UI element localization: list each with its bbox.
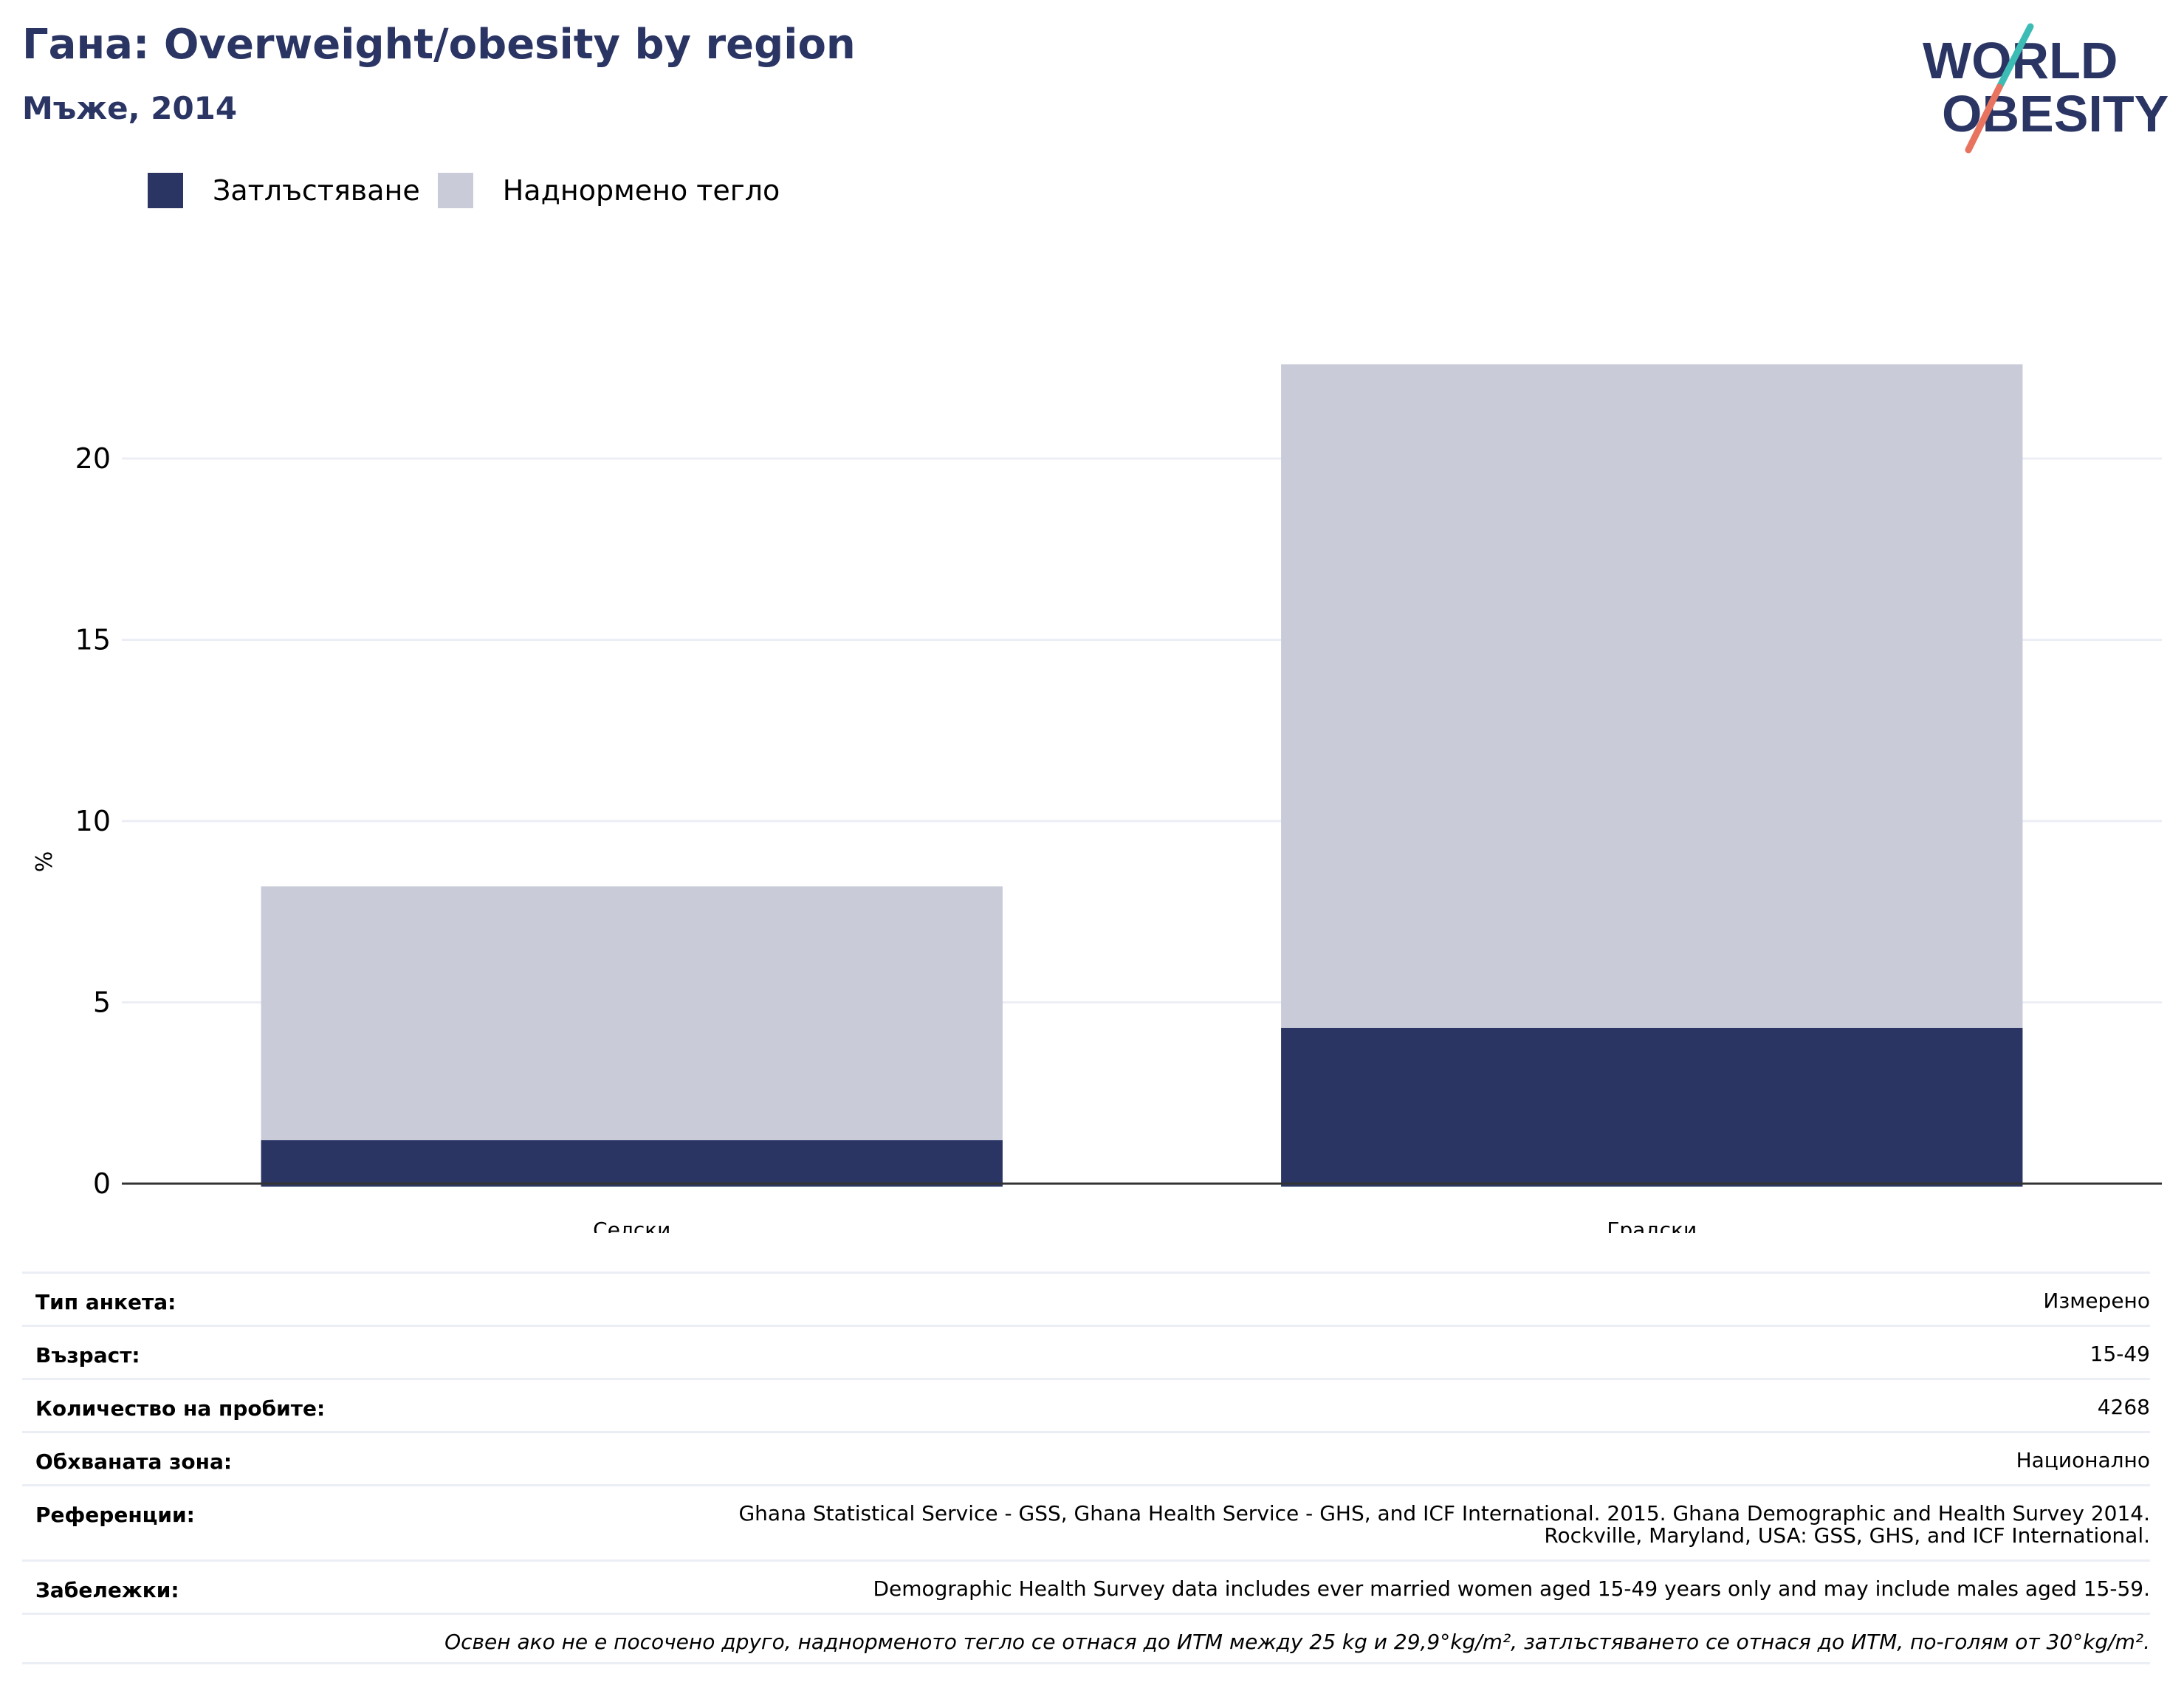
bmi-footnote: Освен ако не е посочено друго, наднормен… <box>22 1613 2150 1664</box>
area-label: Обхваната зона: <box>35 1449 233 1474</box>
references-value: Ghana Statistical Service - GSS, Ghana H… <box>738 1486 2150 1559</box>
references-line2: Rockville, Maryland, USA: GSS, GHS, and … <box>1544 1523 2150 1548</box>
y-tick-label-15: 15 <box>75 624 111 656</box>
bar-overweight-urban <box>1281 364 2023 1028</box>
notes-value: Demographic Health Survey data includes … <box>873 1576 2150 1601</box>
y-tick-label-20: 20 <box>75 442 111 475</box>
info-row-age: Възраст: 15-49 <box>22 1325 2150 1378</box>
legend-swatch-overweight <box>437 173 473 208</box>
legend-item-overweight: Наднормено тегло <box>437 173 780 208</box>
survey-info-table: Тип анкета: Измерено Възраст: 15-49 Коли… <box>22 1272 2150 1664</box>
legend-item-obesity: Затлъстяване <box>148 173 420 208</box>
x-tick-label-urban: Градски <box>1607 1218 1697 1233</box>
info-row-area: Обхваната зона: Национално <box>22 1431 2150 1484</box>
sample-size-value: 4268 <box>2097 1395 2150 1419</box>
legend-swatch-obesity <box>148 173 183 208</box>
info-row-references: Референции: Ghana Statistical Service - … <box>22 1484 2150 1559</box>
area-value: Национално <box>2016 1448 2150 1472</box>
chart-legend: Затлъстяване Наднормено тегло <box>148 170 797 211</box>
x-tick-label-rural: Селски <box>593 1218 670 1233</box>
survey-type-value: Измерено <box>2043 1288 2150 1313</box>
survey-type-label: Тип анкета: <box>35 1290 176 1314</box>
references-line1: Ghana Statistical Service - GSS, Ghana H… <box>738 1501 2150 1526</box>
stacked-bar-chart: 0 5 10 15 20% Селски Градски <box>32 364 2162 1233</box>
notes-label: Забележки: <box>35 1578 179 1602</box>
legend-label-obesity: Затлъстяване <box>213 174 420 207</box>
chart-subtitle: Мъже, 2014 <box>22 90 238 126</box>
age-label: Възраст: <box>35 1343 140 1368</box>
y-axis-label: % <box>32 851 58 873</box>
y-tick-label-5: 5 <box>93 986 111 1019</box>
chart-title: Гана: Overweight/obesity by region <box>22 21 856 69</box>
y-tick-label-10: 10 <box>75 805 111 837</box>
bar-overweight-rural <box>261 886 1003 1141</box>
sample-size-label: Количество на пробите: <box>35 1396 326 1421</box>
info-row-sample-size: Количество на пробите: 4268 <box>22 1378 2150 1431</box>
world-obesity-logo: WORLD OBESITY <box>1923 23 2168 154</box>
legend-label-overweight: Наднормено тегло <box>502 174 780 207</box>
y-tick-label-0: 0 <box>93 1167 111 1200</box>
references-label: Референции: <box>35 1503 195 1527</box>
info-row-notes: Забележки: Demographic Health Survey dat… <box>22 1559 2150 1613</box>
age-value: 15-49 <box>2089 1342 2150 1366</box>
bar-obesity-urban <box>1281 1027 2023 1187</box>
bar-obesity-rural <box>261 1140 1003 1187</box>
info-row-survey-type: Тип анкета: Измерено <box>22 1272 2150 1325</box>
